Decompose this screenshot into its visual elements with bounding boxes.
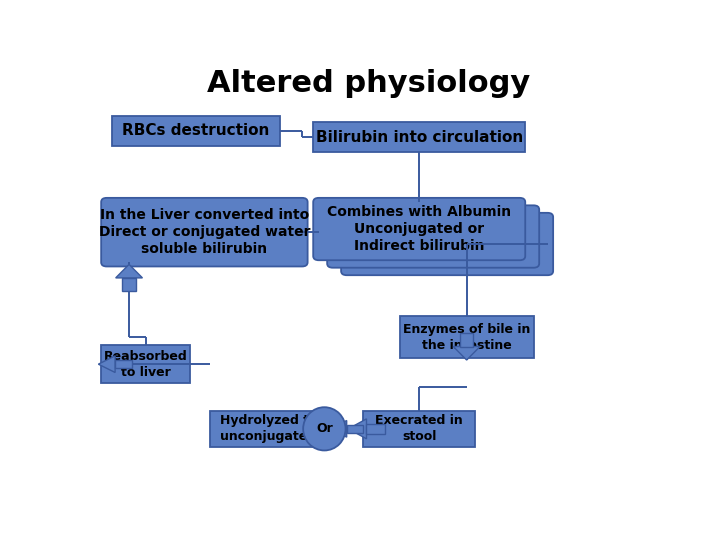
Text: Combines with Albumin
Unconjugated or
Indirect bilirubin: Combines with Albumin Unconjugated or In… xyxy=(327,205,511,253)
Polygon shape xyxy=(122,278,136,292)
Polygon shape xyxy=(366,424,384,434)
Text: Or: Or xyxy=(316,422,333,435)
Text: Reabsorbed
to liver: Reabsorbed to liver xyxy=(104,350,188,379)
FancyBboxPatch shape xyxy=(112,116,279,146)
Text: Hydrolyzed to
unconjugated: Hydrolyzed to unconjugated xyxy=(220,414,318,443)
Polygon shape xyxy=(99,356,115,373)
FancyBboxPatch shape xyxy=(313,122,526,152)
FancyBboxPatch shape xyxy=(101,198,307,266)
Text: Enzymes of bile in
the intestine: Enzymes of bile in the intestine xyxy=(403,322,531,352)
FancyBboxPatch shape xyxy=(101,346,190,383)
Polygon shape xyxy=(115,360,132,368)
Polygon shape xyxy=(348,419,366,439)
Text: RBCs destruction: RBCs destruction xyxy=(122,124,270,138)
FancyBboxPatch shape xyxy=(341,213,553,275)
Text: Bilirubin into circulation: Bilirubin into circulation xyxy=(315,130,523,145)
Text: Altered physiology: Altered physiology xyxy=(207,69,531,98)
FancyBboxPatch shape xyxy=(400,316,534,358)
FancyBboxPatch shape xyxy=(313,198,526,260)
FancyBboxPatch shape xyxy=(210,411,327,447)
Polygon shape xyxy=(116,265,143,278)
FancyBboxPatch shape xyxy=(327,205,539,268)
Polygon shape xyxy=(454,347,480,360)
Ellipse shape xyxy=(303,407,346,450)
FancyBboxPatch shape xyxy=(364,411,475,447)
Polygon shape xyxy=(347,424,364,433)
Text: Execrated in
stool: Execrated in stool xyxy=(375,414,463,443)
Polygon shape xyxy=(460,333,473,347)
Text: In the Liver converted into
Direct or conjugated water
soluble bilirubin: In the Liver converted into Direct or co… xyxy=(99,208,310,256)
Polygon shape xyxy=(330,421,347,437)
